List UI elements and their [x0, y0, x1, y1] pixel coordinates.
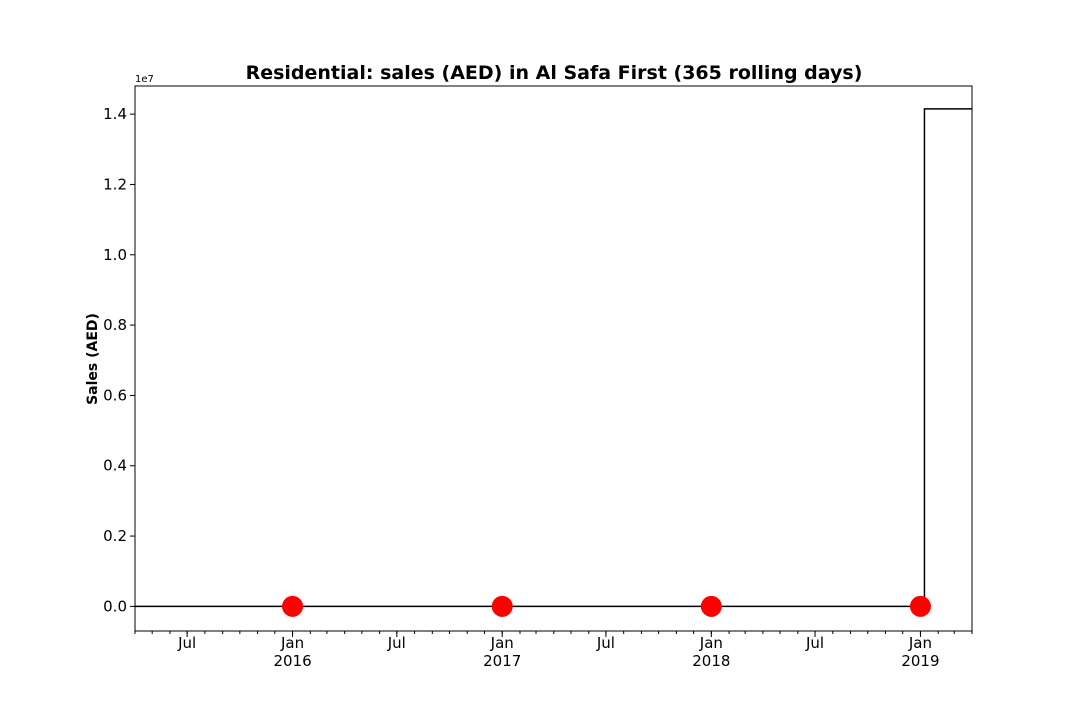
y-tick-label: 0.8: [103, 316, 127, 334]
x-tick-year-label: 2019: [901, 652, 939, 670]
y-axis-label: Sales (AED): [85, 313, 101, 405]
data-point-marker: [700, 595, 722, 617]
plot-frame: [134, 85, 973, 632]
x-tick-label: Jan: [908, 634, 932, 652]
data-point-marker: [491, 595, 513, 617]
sales-line: [135, 108, 972, 608]
x-tick-label: Jul: [805, 634, 824, 652]
x-tick-label: Jul: [596, 634, 615, 652]
x-tick-year-label: 2018: [692, 652, 730, 670]
y-tick-label: 1.2: [103, 175, 127, 193]
data-point-marker: [282, 595, 304, 617]
y-tick-label: 1.4: [103, 105, 127, 123]
x-tick-label: Jan: [490, 634, 514, 652]
y-tick-label: 0.2: [103, 527, 127, 545]
y-tick-label: 0.6: [103, 386, 127, 404]
x-tick-label: Jan: [699, 634, 723, 652]
y-tick-label: 1.0: [103, 246, 127, 264]
y-tick-label: 0.0: [103, 597, 127, 615]
x-tick-label: Jan: [280, 634, 304, 652]
x-tick-label: Jul: [177, 634, 196, 652]
y-tick-label: 0.4: [103, 457, 127, 475]
x-tick-year-label: 2017: [483, 652, 521, 670]
y-scale-label: 1e7: [135, 74, 154, 85]
chart-title: Residential: sales (AED) in Al Safa Firs…: [246, 62, 863, 84]
x-tick-year-label: 2016: [273, 652, 311, 670]
data-point-marker: [909, 595, 931, 617]
x-tick-label: Jul: [387, 634, 406, 652]
